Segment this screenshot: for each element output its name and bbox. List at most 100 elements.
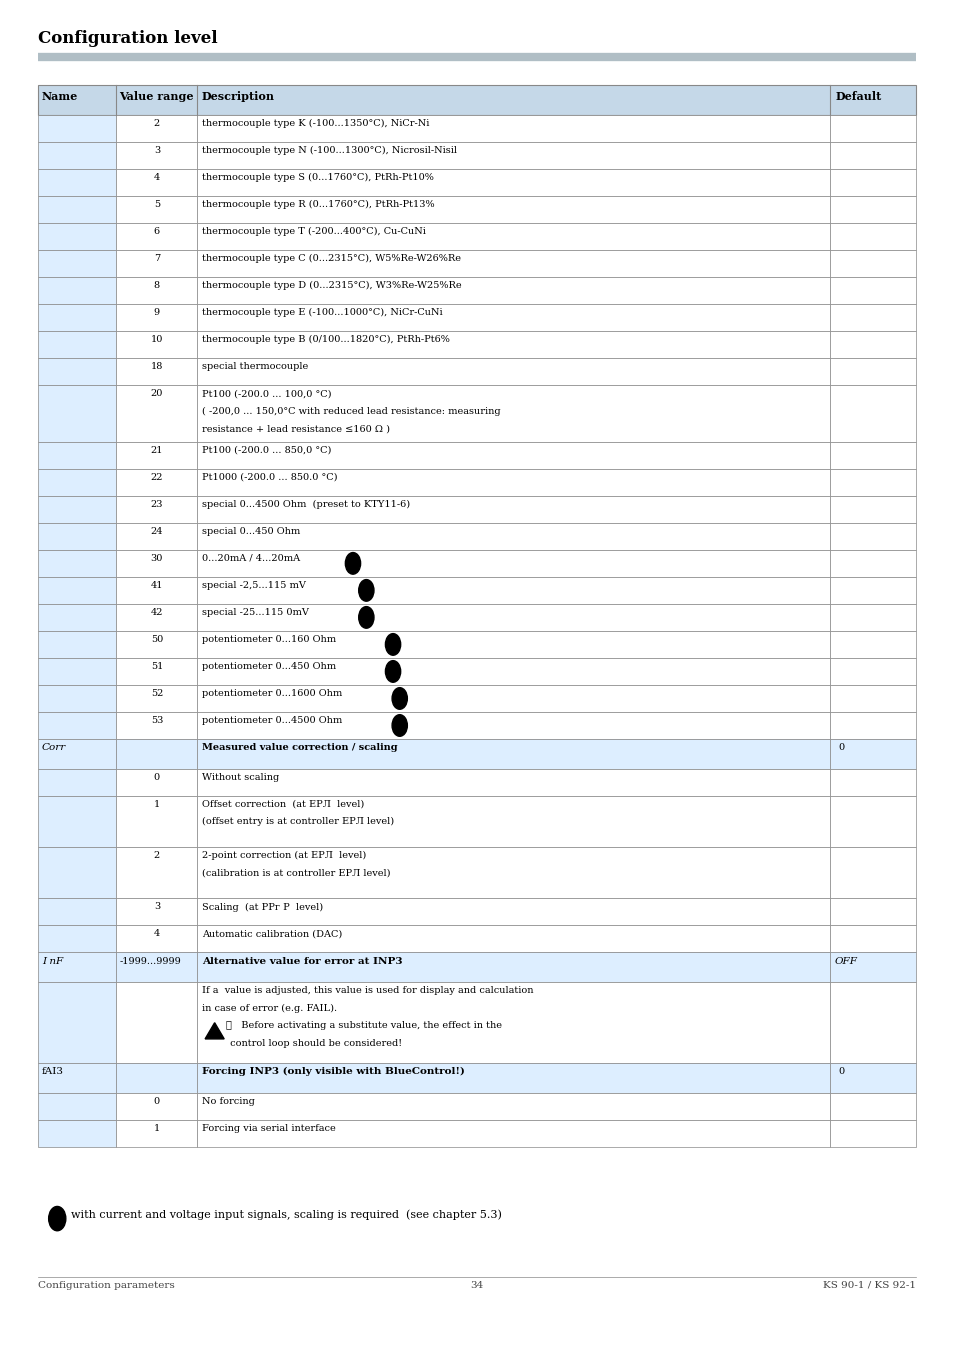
Bar xyxy=(38,442,116,469)
Text: OFF: OFF xyxy=(834,957,857,966)
Text: 1: 1 xyxy=(396,720,402,728)
Text: Configuration parameters: Configuration parameters xyxy=(38,1281,174,1290)
Bar xyxy=(38,196,116,223)
Bar xyxy=(38,523,116,550)
Text: Value range: Value range xyxy=(119,91,193,101)
Bar xyxy=(829,925,915,952)
Circle shape xyxy=(392,688,407,709)
Bar xyxy=(197,769,829,796)
Text: 42: 42 xyxy=(151,608,163,617)
Bar xyxy=(829,469,915,496)
Bar xyxy=(38,496,116,523)
Text: special 0...4500 Ohm  (preset to KTY11-6): special 0...4500 Ohm (preset to KTY11-6) xyxy=(202,500,410,509)
Bar xyxy=(116,196,197,223)
Text: 8: 8 xyxy=(153,281,160,290)
Bar xyxy=(116,847,197,898)
Text: 1: 1 xyxy=(54,1213,60,1221)
Bar xyxy=(197,196,829,223)
Bar xyxy=(116,550,197,577)
Bar xyxy=(116,331,197,358)
Bar xyxy=(829,496,915,523)
Text: 1: 1 xyxy=(390,666,395,674)
Bar xyxy=(116,712,197,739)
Circle shape xyxy=(49,1206,66,1231)
Bar xyxy=(197,469,829,496)
Bar xyxy=(116,898,197,925)
Text: 18: 18 xyxy=(151,362,163,372)
Bar xyxy=(116,1093,197,1120)
Text: 34: 34 xyxy=(470,1281,483,1290)
Text: special thermocouple: special thermocouple xyxy=(202,362,308,372)
Text: ( -200,0 ... 150,0°C with reduced lead resistance: measuring: ( -200,0 ... 150,0°C with reduced lead r… xyxy=(202,407,500,416)
Bar xyxy=(116,250,197,277)
Bar xyxy=(116,1063,197,1093)
Bar xyxy=(116,469,197,496)
Bar xyxy=(197,223,829,250)
Text: 41: 41 xyxy=(151,581,163,590)
Text: potentiometer 0...1600 Ohm: potentiometer 0...1600 Ohm xyxy=(202,689,352,698)
Bar xyxy=(197,925,829,952)
Text: Name: Name xyxy=(42,91,78,101)
Bar xyxy=(38,982,116,1063)
Bar xyxy=(116,577,197,604)
Bar xyxy=(116,631,197,658)
Text: 1: 1 xyxy=(153,1124,160,1133)
Circle shape xyxy=(358,580,374,601)
Bar xyxy=(829,331,915,358)
Bar xyxy=(197,658,829,685)
Text: 3: 3 xyxy=(153,902,160,912)
Bar xyxy=(829,952,915,982)
Bar xyxy=(116,358,197,385)
Circle shape xyxy=(358,607,374,628)
Bar xyxy=(116,442,197,469)
Text: potentiometer 0...450 Ohm: potentiometer 0...450 Ohm xyxy=(202,662,345,671)
Text: 50: 50 xyxy=(151,635,163,644)
Bar xyxy=(197,739,829,769)
Bar xyxy=(116,277,197,304)
Bar xyxy=(829,712,915,739)
Bar xyxy=(116,169,197,196)
Bar xyxy=(829,685,915,712)
Text: 1: 1 xyxy=(350,558,355,566)
Text: thermocouple type S (0...1760°C), PtRh-Pt10%: thermocouple type S (0...1760°C), PtRh-P… xyxy=(202,173,434,182)
Text: 1: 1 xyxy=(390,639,395,647)
Text: ⚠   Before activating a substitute value, the effect in the: ⚠ Before activating a substitute value, … xyxy=(226,1021,501,1031)
Text: 22: 22 xyxy=(151,473,163,482)
Text: with current and voltage input signals, scaling is required  (see chapter 5.3): with current and voltage input signals, … xyxy=(71,1209,501,1220)
Bar xyxy=(197,385,829,442)
Text: 0...20mA / 4...20mA: 0...20mA / 4...20mA xyxy=(202,554,310,563)
Bar xyxy=(38,550,116,577)
Bar xyxy=(829,1120,915,1147)
Bar xyxy=(829,658,915,685)
Bar xyxy=(829,631,915,658)
Bar xyxy=(197,982,829,1063)
Bar xyxy=(197,142,829,169)
Bar xyxy=(197,796,829,847)
Polygon shape xyxy=(205,1023,224,1039)
Text: Forcing INP3 (only visible with BlueControl!): Forcing INP3 (only visible with BlueCont… xyxy=(202,1067,465,1077)
Bar xyxy=(829,115,915,142)
Bar xyxy=(38,658,116,685)
Circle shape xyxy=(385,661,400,682)
Text: 24: 24 xyxy=(151,527,163,536)
Bar xyxy=(197,358,829,385)
Bar xyxy=(38,142,116,169)
Text: special -2,5...115 mV: special -2,5...115 mV xyxy=(202,581,315,590)
Bar xyxy=(38,85,915,115)
Bar xyxy=(116,658,197,685)
Text: special -25...115 0mV: special -25...115 0mV xyxy=(202,608,318,617)
Bar xyxy=(197,277,829,304)
Bar xyxy=(829,550,915,577)
Bar xyxy=(197,1093,829,1120)
Bar xyxy=(116,223,197,250)
Text: 4: 4 xyxy=(153,173,160,182)
Text: 5: 5 xyxy=(153,200,160,209)
Bar xyxy=(116,739,197,769)
Bar xyxy=(38,925,116,952)
Bar xyxy=(38,712,116,739)
Bar xyxy=(829,982,915,1063)
Circle shape xyxy=(392,715,407,736)
Bar xyxy=(38,1120,116,1147)
Bar xyxy=(829,523,915,550)
Bar xyxy=(116,982,197,1063)
